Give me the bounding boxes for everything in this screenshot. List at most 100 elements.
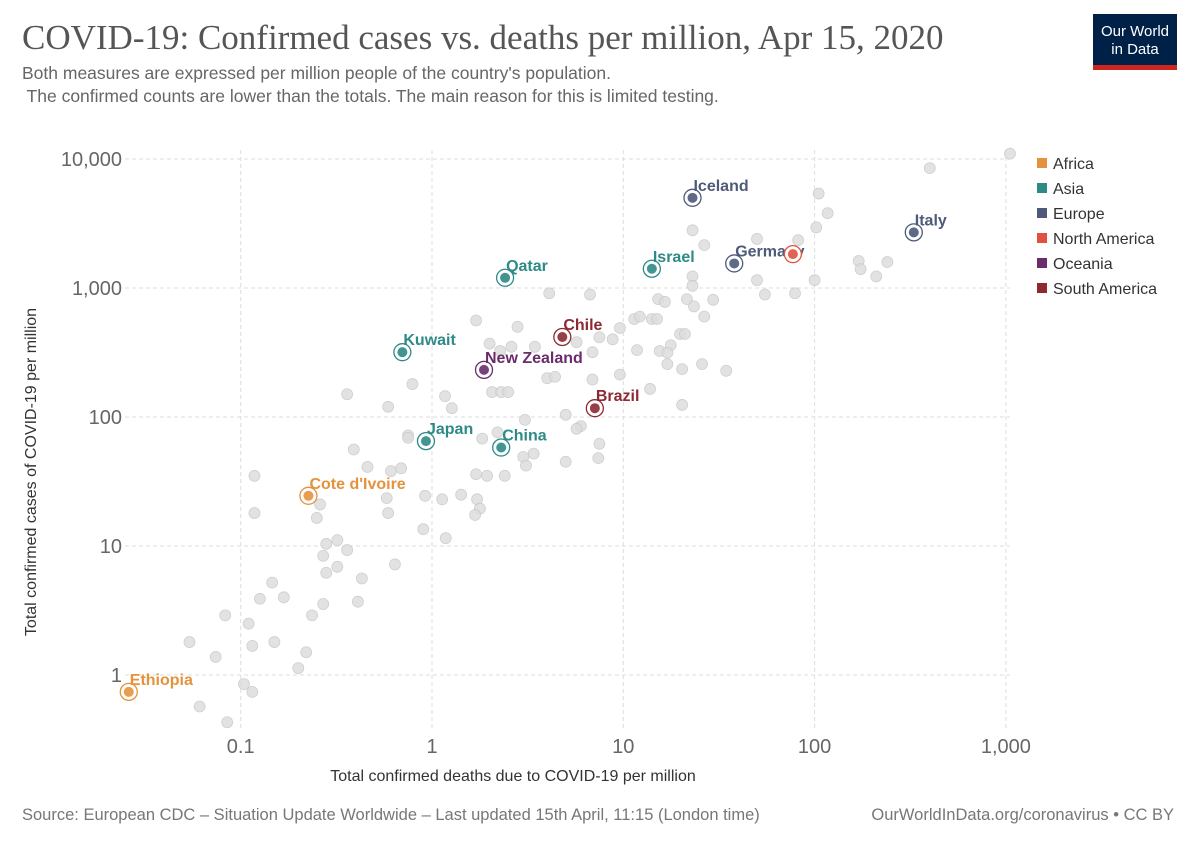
credit-link[interactable]: OurWorldInData.org/coronavirus • CC BY (871, 806, 1174, 824)
data-point (789, 287, 801, 300)
data-point (751, 233, 763, 245)
point-label: Cote d'Ivoire (309, 476, 405, 493)
data-point (511, 320, 524, 333)
data-point (268, 636, 281, 648)
data-point (481, 469, 493, 482)
data-point (402, 431, 414, 444)
point-label: Ethiopia (130, 672, 193, 689)
legend-item: Africa (1053, 156, 1094, 173)
data-point (277, 591, 290, 604)
y-tick-label: 10,000 (61, 149, 122, 171)
data-point (520, 459, 532, 472)
data-point (527, 447, 540, 460)
data-point (306, 609, 318, 622)
data-point (292, 662, 305, 675)
data-point-israel (646, 263, 657, 274)
data-point (584, 288, 596, 301)
data-point (505, 340, 518, 353)
data-point (923, 162, 936, 175)
data-point (502, 386, 515, 398)
data-point (314, 498, 326, 511)
data-point (586, 373, 599, 386)
data-point (751, 274, 763, 287)
data-point (209, 651, 222, 663)
data-point (417, 523, 430, 536)
legend-item: North America (1053, 231, 1154, 248)
legend-item: Europe (1053, 206, 1105, 223)
data-point (759, 288, 771, 301)
y-tick-label: 1,000 (72, 278, 122, 300)
data-point (661, 346, 674, 359)
legend-item: South America (1053, 281, 1157, 298)
data-point (812, 187, 825, 200)
logo-text-2: in Data (1111, 41, 1159, 58)
data-point-ethiopia (123, 686, 134, 697)
owid-logo[interactable]: Our World in Data (1093, 14, 1177, 70)
data-point (331, 534, 344, 547)
data-point (219, 609, 232, 622)
data-point (476, 432, 489, 445)
data-point (707, 293, 720, 306)
data-point (614, 322, 626, 334)
x-tick-label: 100 (798, 736, 831, 758)
point-label: China (502, 428, 547, 445)
legend-item: Oceania (1053, 256, 1113, 273)
data-point-germany (729, 258, 740, 269)
data-point-italy (908, 227, 919, 238)
data-point (352, 595, 364, 608)
point-label: Iceland (693, 178, 748, 195)
data-point (455, 488, 468, 501)
data-point (661, 358, 674, 371)
legend-swatch (1037, 283, 1047, 293)
legend-swatch (1037, 258, 1047, 268)
data-point-chile (557, 332, 568, 343)
data-point (331, 560, 344, 573)
logo-bar (1093, 65, 1177, 70)
data-point (606, 333, 619, 346)
data-point (238, 678, 250, 691)
point-label: New Zealand (485, 350, 583, 367)
data-point (491, 426, 504, 439)
data-point-iceland (687, 192, 698, 203)
x-axis-label: Total confirmed deaths due to COVID-19 p… (330, 768, 696, 785)
legend-item: Asia (1053, 181, 1084, 198)
data-point (659, 296, 671, 308)
data-point (676, 399, 689, 411)
data-point (698, 239, 711, 252)
point-label: Chile (563, 317, 602, 334)
data-point (614, 368, 626, 381)
data-point (688, 300, 700, 313)
data-point (246, 640, 259, 652)
data-point (382, 400, 395, 413)
x-tick-label: 0.1 (227, 736, 255, 758)
data-point (254, 592, 266, 605)
y-tick-label: 10 (100, 536, 122, 558)
data-point (183, 636, 196, 648)
chart-subtitle-2: The confirmed counts are lower than the … (22, 86, 719, 106)
data-point (246, 685, 259, 698)
data-point (792, 234, 805, 247)
data-point (300, 646, 313, 659)
data-point (419, 489, 431, 502)
data-point (380, 492, 393, 505)
source-note: Source: European CDC – Situation Update … (22, 806, 760, 824)
data-point (317, 549, 330, 562)
data-point (439, 390, 451, 403)
data-point (592, 452, 605, 465)
data-point (696, 358, 708, 371)
data-point (266, 576, 279, 589)
data-point (469, 509, 482, 521)
data-point-japan (420, 436, 431, 447)
data-point-kuwait (397, 347, 408, 358)
data-point (382, 507, 395, 519)
point-label: Kuwait (403, 332, 456, 349)
data-point (347, 443, 360, 456)
data-point-brazil (589, 403, 600, 414)
data-point (436, 493, 449, 506)
data-point (679, 328, 691, 340)
point-label: Brazil (596, 388, 640, 405)
data-point (686, 224, 699, 237)
x-tick-label: 10 (612, 736, 634, 758)
data-point (470, 468, 482, 481)
